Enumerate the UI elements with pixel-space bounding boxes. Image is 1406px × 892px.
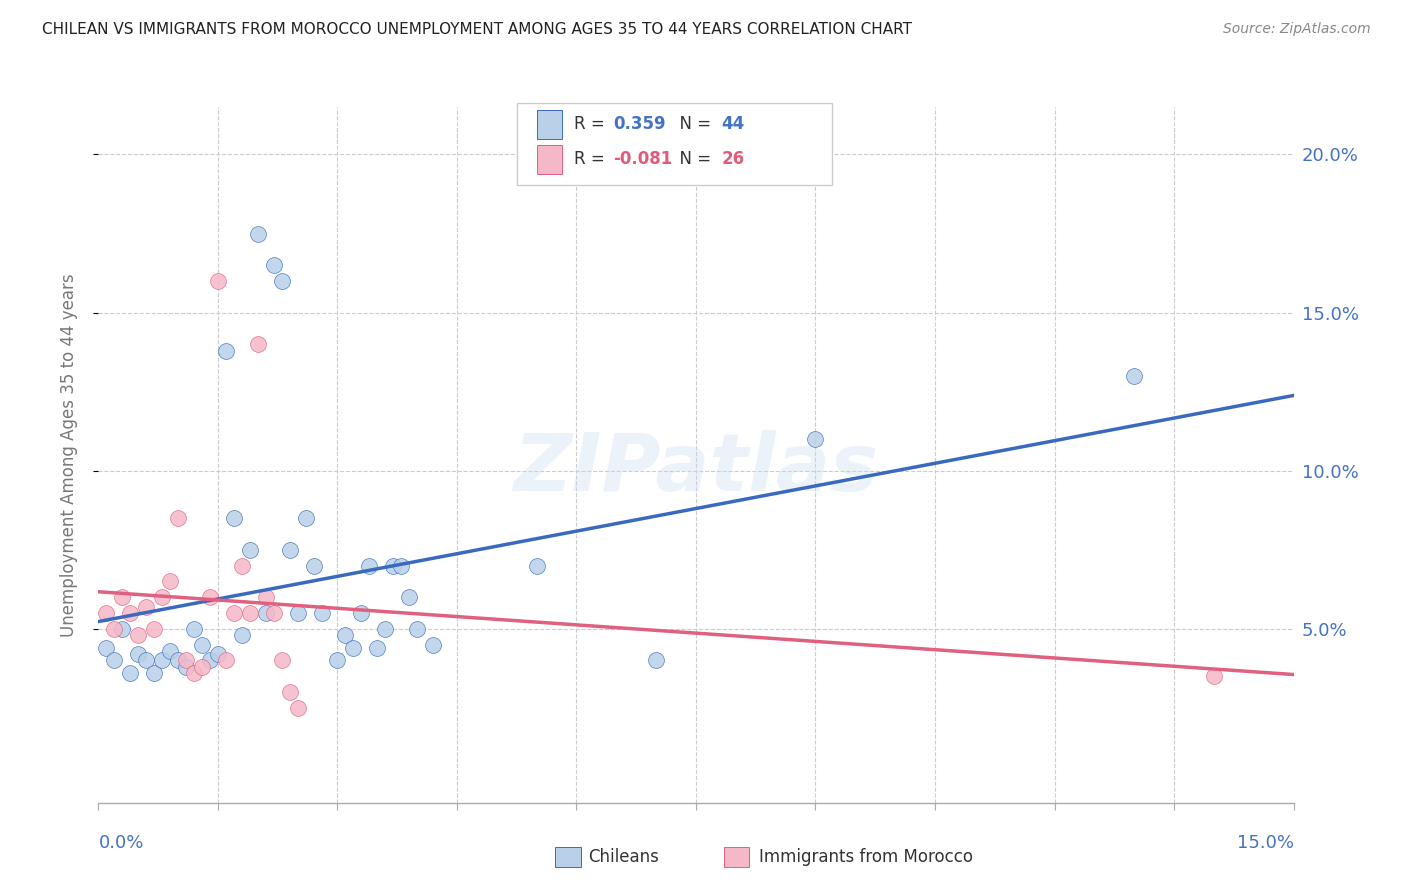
Point <box>191 638 214 652</box>
Point <box>222 606 245 620</box>
Point <box>159 574 181 589</box>
Text: 44: 44 <box>721 115 745 133</box>
Point <box>374 622 396 636</box>
Point <box>174 660 197 674</box>
Point <box>96 640 118 655</box>
Point <box>278 542 301 557</box>
Point <box>215 343 238 358</box>
Point <box>215 653 238 667</box>
Text: Chileans: Chileans <box>588 848 658 866</box>
Point <box>135 599 157 614</box>
Point <box>294 511 316 525</box>
Text: N =: N = <box>669 115 717 133</box>
Point <box>366 640 388 655</box>
Point <box>150 591 173 605</box>
Text: 15.0%: 15.0% <box>1236 834 1294 852</box>
Point <box>231 558 253 573</box>
Point <box>143 622 166 636</box>
Point <box>96 606 118 620</box>
Point <box>135 653 157 667</box>
Point <box>645 653 668 667</box>
Text: ZIPatlas: ZIPatlas <box>513 430 879 508</box>
Point <box>120 606 142 620</box>
Point <box>422 638 444 652</box>
Point <box>120 666 142 681</box>
Point <box>111 622 134 636</box>
Point <box>159 644 181 658</box>
Point <box>222 511 245 525</box>
Point <box>239 542 262 557</box>
Point <box>198 653 221 667</box>
Point <box>526 558 548 573</box>
Point <box>278 685 301 699</box>
Point <box>127 647 149 661</box>
Point <box>191 660 214 674</box>
Point <box>350 606 373 620</box>
Point <box>406 622 429 636</box>
Point <box>263 258 285 272</box>
Point <box>198 591 221 605</box>
Text: Immigrants from Morocco: Immigrants from Morocco <box>759 848 973 866</box>
Point <box>326 653 349 667</box>
Text: -0.081: -0.081 <box>613 150 672 169</box>
Point <box>239 606 262 620</box>
Point <box>207 647 229 661</box>
Point <box>167 653 190 667</box>
Text: R =: R = <box>574 150 610 169</box>
Text: N =: N = <box>669 150 717 169</box>
Point <box>382 558 405 573</box>
Point <box>270 274 292 288</box>
Point <box>246 337 269 351</box>
Point <box>127 628 149 642</box>
Point <box>335 628 357 642</box>
Point <box>183 666 205 681</box>
Point <box>143 666 166 681</box>
Point <box>263 606 285 620</box>
Text: CHILEAN VS IMMIGRANTS FROM MOROCCO UNEMPLOYMENT AMONG AGES 35 TO 44 YEARS CORREL: CHILEAN VS IMMIGRANTS FROM MOROCCO UNEMP… <box>42 22 912 37</box>
Point <box>167 511 190 525</box>
Point <box>183 622 205 636</box>
Point <box>359 558 381 573</box>
Point <box>150 653 173 667</box>
Point <box>103 622 125 636</box>
Point <box>1202 669 1225 683</box>
Point <box>342 640 364 655</box>
Point <box>311 606 333 620</box>
Point <box>246 227 269 241</box>
Text: 0.0%: 0.0% <box>98 834 143 852</box>
Point <box>103 653 125 667</box>
Point <box>1123 368 1146 383</box>
Point <box>270 653 292 667</box>
Text: R =: R = <box>574 115 610 133</box>
Text: 26: 26 <box>721 150 744 169</box>
Point <box>111 591 134 605</box>
Point <box>804 432 827 446</box>
Text: Source: ZipAtlas.com: Source: ZipAtlas.com <box>1223 22 1371 37</box>
Text: 0.359: 0.359 <box>613 115 665 133</box>
Point <box>254 591 277 605</box>
Point <box>287 701 309 715</box>
Y-axis label: Unemployment Among Ages 35 to 44 years: Unemployment Among Ages 35 to 44 years <box>59 273 77 637</box>
Point <box>207 274 229 288</box>
Point <box>231 628 253 642</box>
Point <box>389 558 412 573</box>
Point <box>398 591 420 605</box>
Point <box>287 606 309 620</box>
Point <box>302 558 325 573</box>
Point <box>174 653 197 667</box>
Point <box>254 606 277 620</box>
